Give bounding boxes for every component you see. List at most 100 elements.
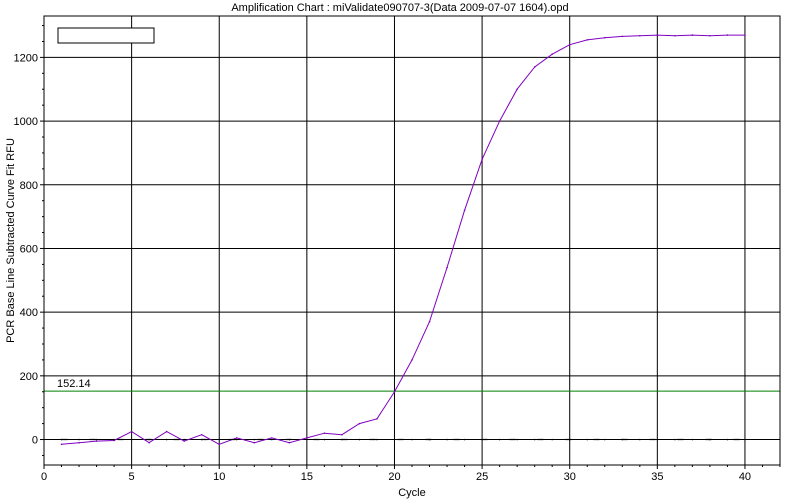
plot-border	[43, 15, 781, 466]
x-tick-label: 20	[388, 471, 400, 483]
chart-title: Amplification Chart : miValidate090707-3…	[231, 2, 569, 14]
x-tick-label: 10	[213, 471, 225, 483]
data-point	[130, 438, 133, 441]
data-point	[691, 34, 694, 36]
data-point	[446, 266, 448, 269]
data-point	[358, 438, 361, 441]
x-axis-label: Cycle	[398, 487, 426, 499]
data-point	[586, 39, 589, 41]
data-point	[165, 430, 168, 433]
threshold-label: 152.14	[57, 378, 91, 390]
data-point	[674, 34, 676, 37]
x-tick-labels: 0 5 10 15 20 25 30 35 40	[41, 471, 751, 483]
y-tick-label: 1200	[14, 52, 38, 64]
data-point	[95, 440, 98, 442]
data-point	[183, 438, 185, 441]
data-point	[656, 438, 659, 441]
data-point	[218, 443, 221, 446]
data-point	[674, 438, 676, 441]
data-point	[183, 440, 185, 442]
data-point	[656, 34, 659, 36]
data-point	[639, 438, 641, 441]
data-point	[130, 430, 133, 433]
data-point	[533, 438, 536, 441]
y-tick-label: 0	[32, 435, 38, 447]
y-tick-labels: 0 200 400 600 800 1000 1200	[14, 52, 38, 446]
data-point	[288, 438, 291, 441]
legend-box	[57, 27, 155, 44]
x-tick-label: 5	[129, 471, 135, 483]
data-point	[498, 438, 501, 441]
y-tick-label: 200	[20, 371, 38, 383]
data-point	[516, 88, 518, 91]
data-point	[271, 437, 273, 439]
data-point	[200, 433, 203, 436]
data-point	[603, 36, 606, 39]
data-point	[551, 438, 553, 441]
data-point	[218, 438, 221, 441]
data-point	[481, 158, 483, 161]
data-point	[411, 438, 413, 441]
series-amplification-line	[61, 34, 745, 445]
data-point	[306, 437, 308, 439]
data-point	[113, 438, 115, 441]
data-point	[428, 438, 431, 441]
data-point	[253, 438, 256, 441]
data-point	[323, 432, 326, 434]
x-tick-label: 30	[564, 471, 576, 483]
data-point	[341, 433, 343, 436]
y-tick-label: 800	[20, 180, 38, 192]
data-point	[463, 438, 466, 441]
data-point	[200, 438, 203, 441]
data-point	[621, 35, 624, 38]
data-point	[235, 437, 238, 439]
x-tick-label: 15	[301, 471, 313, 483]
data-point	[533, 66, 536, 68]
data-point	[463, 209, 466, 212]
data-point	[95, 438, 98, 441]
data-point	[271, 438, 273, 441]
data-point	[428, 320, 431, 323]
data-point	[586, 438, 589, 441]
data-point	[568, 43, 571, 46]
grid	[40, 16, 781, 469]
data-point	[481, 438, 483, 441]
data-point	[498, 120, 501, 122]
data-point	[709, 34, 711, 37]
data-point	[148, 438, 150, 441]
data-point	[393, 438, 396, 441]
data-point	[639, 34, 641, 37]
data-point	[78, 441, 80, 444]
x-tick-label: 0	[41, 471, 47, 483]
data-point	[551, 53, 553, 56]
data-point	[148, 441, 150, 444]
data-point	[568, 438, 571, 441]
x-tick-label: 25	[476, 471, 488, 483]
data-point	[446, 438, 448, 441]
data-point	[516, 438, 518, 441]
data-point	[341, 438, 343, 441]
data-point	[253, 441, 256, 444]
data-point	[411, 359, 413, 361]
x-tick-label: 35	[651, 471, 663, 483]
data-point	[709, 438, 711, 441]
y-axis-label: PCR Base Line Subtracted Curve Fit RFU	[5, 138, 17, 343]
y-tick-label: 400	[20, 307, 38, 319]
data-point	[376, 418, 378, 420]
data-point	[376, 438, 378, 441]
data-point	[60, 443, 63, 446]
data-point	[726, 34, 729, 36]
y-tick-label: 1000	[14, 116, 38, 128]
data-point	[235, 438, 238, 441]
x-tick-label: 40	[739, 471, 751, 483]
data-point	[691, 438, 694, 441]
data-point	[393, 390, 396, 393]
data-point	[744, 438, 746, 441]
data-point	[358, 422, 361, 425]
y-tick-label: 600	[20, 243, 38, 255]
data-point	[165, 438, 168, 441]
data-point	[78, 438, 80, 441]
series-layer	[60, 34, 746, 446]
data-point	[306, 438, 308, 441]
